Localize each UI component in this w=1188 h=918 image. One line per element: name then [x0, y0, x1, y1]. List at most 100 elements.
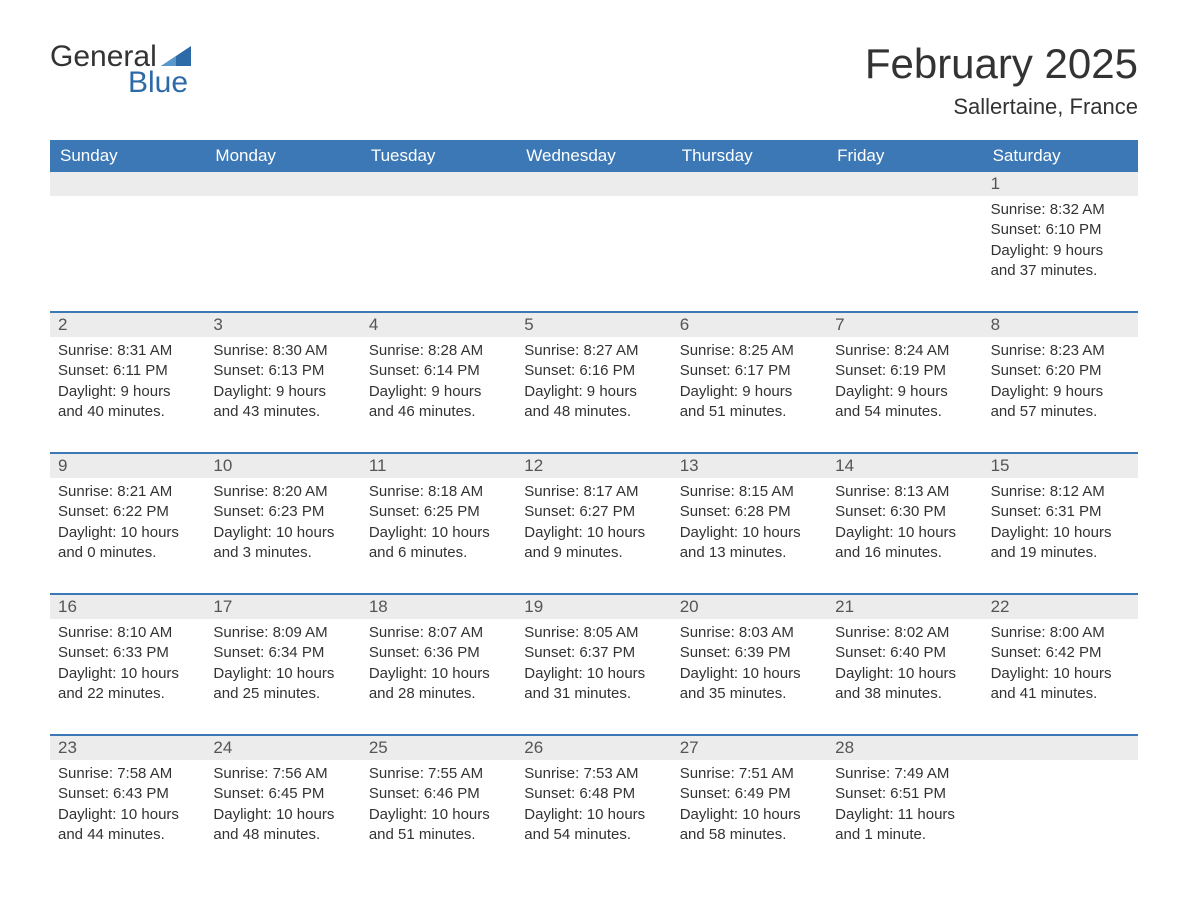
day-number: 26 — [516, 736, 671, 760]
daylight-text: Daylight: 10 hours and 38 minutes. — [835, 664, 974, 705]
day-number: 10 — [205, 454, 360, 478]
daylight-text: Daylight: 9 hours and 57 minutes. — [991, 382, 1130, 423]
sunset-text: Sunset: 6:16 PM — [524, 361, 663, 381]
week-row: 2345678Sunrise: 8:31 AMSunset: 6:11 PMDa… — [50, 311, 1138, 432]
sunset-text: Sunset: 6:49 PM — [680, 784, 819, 804]
day-number: 8 — [983, 313, 1138, 337]
sunset-text: Sunset: 6:20 PM — [991, 361, 1130, 381]
daylight-text: Daylight: 10 hours and 54 minutes. — [524, 805, 663, 846]
sunset-text: Sunset: 6:11 PM — [58, 361, 197, 381]
location: Sallertaine, France — [865, 94, 1138, 120]
sunrise-text: Sunrise: 8:13 AM — [835, 482, 974, 502]
day-number-row: 9101112131415 — [50, 454, 1138, 478]
day-cell — [361, 196, 516, 291]
day-number — [516, 172, 671, 196]
day-cell: Sunrise: 8:28 AMSunset: 6:14 PMDaylight:… — [361, 337, 516, 432]
day-number: 2 — [50, 313, 205, 337]
day-number-row: 2345678 — [50, 313, 1138, 337]
daylight-text: Daylight: 10 hours and 9 minutes. — [524, 523, 663, 564]
daylight-text: Daylight: 10 hours and 48 minutes. — [213, 805, 352, 846]
sunset-text: Sunset: 6:25 PM — [369, 502, 508, 522]
day-number — [983, 736, 1138, 760]
day-number: 12 — [516, 454, 671, 478]
day-cell: Sunrise: 8:27 AMSunset: 6:16 PMDaylight:… — [516, 337, 671, 432]
day-cell: Sunrise: 8:20 AMSunset: 6:23 PMDaylight:… — [205, 478, 360, 573]
sunset-text: Sunset: 6:14 PM — [369, 361, 508, 381]
day-cell: Sunrise: 8:10 AMSunset: 6:33 PMDaylight:… — [50, 619, 205, 714]
logo: General Blue — [50, 40, 191, 100]
day-cell: Sunrise: 8:05 AMSunset: 6:37 PMDaylight:… — [516, 619, 671, 714]
day-number — [672, 172, 827, 196]
day-number — [361, 172, 516, 196]
day-cell: Sunrise: 7:49 AMSunset: 6:51 PMDaylight:… — [827, 760, 982, 855]
day-cell: Sunrise: 8:31 AMSunset: 6:11 PMDaylight:… — [50, 337, 205, 432]
sunrise-text: Sunrise: 8:24 AM — [835, 341, 974, 361]
day-number: 17 — [205, 595, 360, 619]
dow-tuesday: Tuesday — [361, 140, 516, 172]
sunrise-text: Sunrise: 7:49 AM — [835, 764, 974, 784]
sunrise-text: Sunrise: 8:07 AM — [369, 623, 508, 643]
sunset-text: Sunset: 6:28 PM — [680, 502, 819, 522]
title-block: February 2025 Sallertaine, France — [865, 40, 1138, 120]
day-cell — [827, 196, 982, 291]
day-number: 16 — [50, 595, 205, 619]
week-row: 9101112131415Sunrise: 8:21 AMSunset: 6:2… — [50, 452, 1138, 573]
daylight-text: Daylight: 10 hours and 28 minutes. — [369, 664, 508, 705]
day-cell: Sunrise: 8:23 AMSunset: 6:20 PMDaylight:… — [983, 337, 1138, 432]
dow-monday: Monday — [205, 140, 360, 172]
day-cell: Sunrise: 8:12 AMSunset: 6:31 PMDaylight:… — [983, 478, 1138, 573]
day-number: 1 — [983, 172, 1138, 196]
sunrise-text: Sunrise: 8:10 AM — [58, 623, 197, 643]
daylight-text: Daylight: 10 hours and 13 minutes. — [680, 523, 819, 564]
daylight-text: Daylight: 10 hours and 19 minutes. — [991, 523, 1130, 564]
sunset-text: Sunset: 6:22 PM — [58, 502, 197, 522]
day-number: 5 — [516, 313, 671, 337]
sunrise-text: Sunrise: 7:56 AM — [213, 764, 352, 784]
sunset-text: Sunset: 6:19 PM — [835, 361, 974, 381]
day-cell: Sunrise: 7:51 AMSunset: 6:49 PMDaylight:… — [672, 760, 827, 855]
day-number-row: 1 — [50, 172, 1138, 196]
sunrise-text: Sunrise: 8:17 AM — [524, 482, 663, 502]
dow-wednesday: Wednesday — [516, 140, 671, 172]
sunrise-text: Sunrise: 8:20 AM — [213, 482, 352, 502]
sunrise-text: Sunrise: 8:31 AM — [58, 341, 197, 361]
week-row: 16171819202122Sunrise: 8:10 AMSunset: 6:… — [50, 593, 1138, 714]
header: General Blue February 2025 Sallertaine, … — [50, 40, 1138, 120]
sunset-text: Sunset: 6:46 PM — [369, 784, 508, 804]
day-cell: Sunrise: 8:18 AMSunset: 6:25 PMDaylight:… — [361, 478, 516, 573]
daylight-text: Daylight: 10 hours and 51 minutes. — [369, 805, 508, 846]
sunset-text: Sunset: 6:30 PM — [835, 502, 974, 522]
sunset-text: Sunset: 6:33 PM — [58, 643, 197, 663]
day-cell: Sunrise: 7:56 AMSunset: 6:45 PMDaylight:… — [205, 760, 360, 855]
day-cell: Sunrise: 8:25 AMSunset: 6:17 PMDaylight:… — [672, 337, 827, 432]
day-number: 27 — [672, 736, 827, 760]
day-cell: Sunrise: 8:24 AMSunset: 6:19 PMDaylight:… — [827, 337, 982, 432]
day-number: 21 — [827, 595, 982, 619]
sunset-text: Sunset: 6:39 PM — [680, 643, 819, 663]
day-number: 9 — [50, 454, 205, 478]
sunrise-text: Sunrise: 8:23 AM — [991, 341, 1130, 361]
sunrise-text: Sunrise: 8:15 AM — [680, 482, 819, 502]
daylight-text: Daylight: 10 hours and 31 minutes. — [524, 664, 663, 705]
day-cell: Sunrise: 8:00 AMSunset: 6:42 PMDaylight:… — [983, 619, 1138, 714]
daylight-text: Daylight: 9 hours and 48 minutes. — [524, 382, 663, 423]
sunrise-text: Sunrise: 8:03 AM — [680, 623, 819, 643]
day-number: 7 — [827, 313, 982, 337]
day-cell: Sunrise: 8:09 AMSunset: 6:34 PMDaylight:… — [205, 619, 360, 714]
day-cell: Sunrise: 7:55 AMSunset: 6:46 PMDaylight:… — [361, 760, 516, 855]
day-cell: Sunrise: 7:58 AMSunset: 6:43 PMDaylight:… — [50, 760, 205, 855]
daylight-text: Daylight: 10 hours and 41 minutes. — [991, 664, 1130, 705]
sunset-text: Sunset: 6:42 PM — [991, 643, 1130, 663]
daylight-text: Daylight: 10 hours and 22 minutes. — [58, 664, 197, 705]
sunrise-text: Sunrise: 8:30 AM — [213, 341, 352, 361]
day-cell: Sunrise: 8:07 AMSunset: 6:36 PMDaylight:… — [361, 619, 516, 714]
sunrise-text: Sunrise: 8:28 AM — [369, 341, 508, 361]
daylight-text: Daylight: 9 hours and 54 minutes. — [835, 382, 974, 423]
day-cell — [516, 196, 671, 291]
day-number: 6 — [672, 313, 827, 337]
day-number: 22 — [983, 595, 1138, 619]
daylight-text: Daylight: 9 hours and 43 minutes. — [213, 382, 352, 423]
days-of-week-row: Sunday Monday Tuesday Wednesday Thursday… — [50, 140, 1138, 172]
day-number: 18 — [361, 595, 516, 619]
daylight-text: Daylight: 9 hours and 37 minutes. — [991, 241, 1130, 282]
